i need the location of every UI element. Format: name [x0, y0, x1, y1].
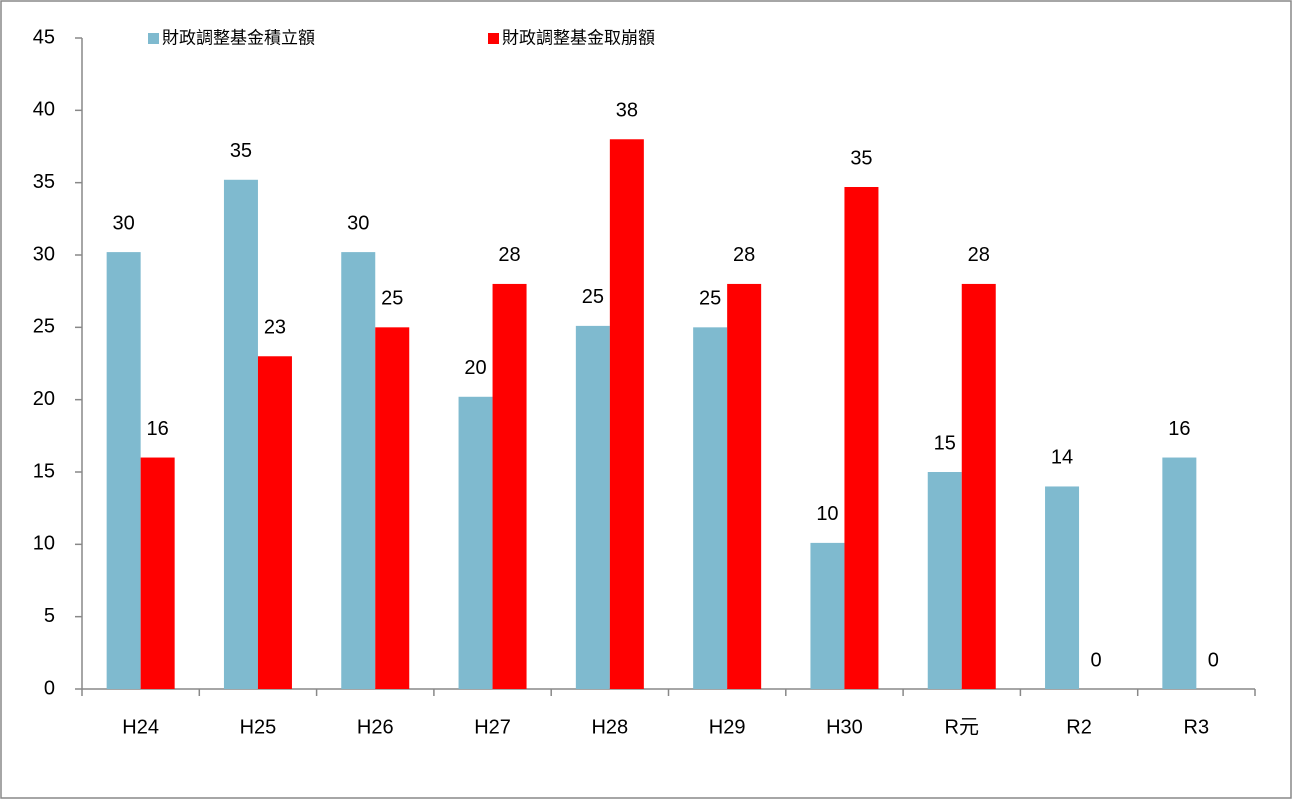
x-tick-label: R2: [1066, 716, 1092, 738]
data-label: 35: [850, 147, 872, 169]
data-label: 30: [347, 212, 369, 234]
data-label: 28: [733, 244, 755, 266]
data-label: 0: [1090, 649, 1101, 671]
bar: [961, 283, 996, 689]
x-tick-label: R3: [1184, 716, 1210, 738]
y-tick-label: 20: [33, 388, 55, 410]
data-label: 25: [699, 288, 721, 310]
data-label: 14: [1051, 447, 1073, 469]
data-label: 20: [464, 357, 486, 379]
x-tick-label: H27: [474, 716, 511, 738]
x-tick-label: H26: [357, 716, 394, 738]
bar: [575, 325, 610, 689]
bar: [1045, 486, 1080, 689]
data-label: 35: [230, 140, 252, 162]
y-tick-label: 30: [33, 243, 55, 265]
data-label: 23: [264, 317, 286, 339]
data-label: 28: [968, 244, 990, 266]
bar: [341, 252, 376, 689]
bar: [140, 457, 175, 689]
bar: [693, 327, 728, 689]
y-tick-label: 45: [33, 26, 55, 48]
x-tick-label: H25: [240, 716, 277, 738]
x-tick-label: H30: [826, 716, 863, 738]
bar: [609, 139, 644, 689]
data-label: 28: [498, 244, 520, 266]
legend-text: 財政調整基金積立額: [162, 28, 315, 47]
data-label: 25: [381, 288, 403, 310]
y-tick-label: 10: [33, 533, 55, 555]
x-tick-label: R元: [945, 716, 979, 738]
data-label: 30: [113, 212, 135, 234]
bar: [727, 283, 762, 689]
bar: [810, 542, 845, 689]
bar: [223, 179, 258, 690]
legend-text: 財政調整基金取崩額: [502, 28, 655, 47]
bar: [458, 396, 493, 689]
x-tick-label: H29: [709, 716, 746, 738]
data-label: 25: [582, 286, 604, 308]
x-tick-label: H24: [122, 716, 159, 738]
data-label: 16: [147, 418, 169, 440]
y-tick-label: 15: [33, 460, 55, 482]
y-tick-label: 25: [33, 316, 55, 338]
bar: [257, 356, 292, 689]
legend-swatch: [148, 33, 159, 44]
data-label: 0: [1208, 649, 1219, 671]
legend-swatch: [488, 33, 499, 44]
bar: [1162, 457, 1197, 689]
y-tick-label: 5: [44, 605, 55, 627]
y-tick-label: 35: [33, 171, 55, 193]
data-label: 16: [1168, 418, 1190, 440]
x-tick-label: H28: [591, 716, 628, 738]
bar: [927, 472, 962, 689]
data-label: 15: [934, 432, 956, 454]
data-label: 38: [616, 100, 638, 122]
bar: [492, 283, 527, 689]
data-label: 10: [816, 503, 838, 525]
bar: [375, 327, 410, 689]
y-tick-label: 40: [33, 99, 55, 121]
bar: [844, 187, 879, 690]
bar: [106, 252, 141, 689]
y-tick-label: 0: [44, 677, 55, 699]
